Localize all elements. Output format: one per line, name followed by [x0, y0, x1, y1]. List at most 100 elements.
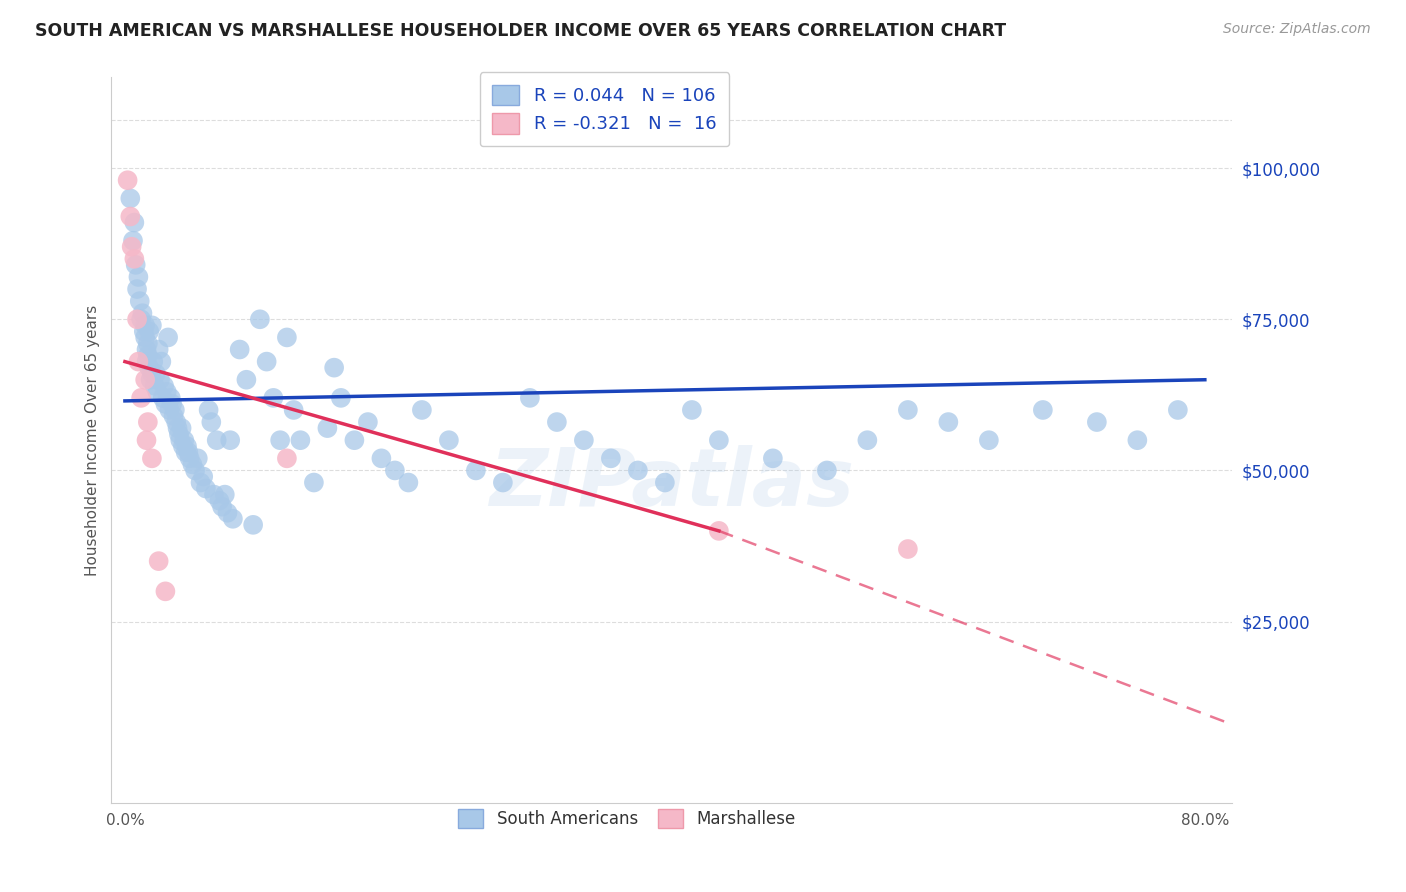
- Point: [181, 458, 204, 472]
- Point: [856, 433, 879, 447]
- Point: [128, 294, 150, 309]
- Point: [139, 373, 162, 387]
- Point: [136, 336, 159, 351]
- Point: [136, 349, 159, 363]
- Point: [190, 475, 212, 490]
- Point: [762, 451, 785, 466]
- Point: [1126, 433, 1149, 447]
- Point: [156, 384, 179, 399]
- Point: [572, 433, 595, 447]
- Point: [152, 391, 174, 405]
- Point: [202, 487, 225, 501]
- Point: [546, 415, 568, 429]
- Point: [159, 391, 181, 405]
- Point: [316, 421, 339, 435]
- Point: [269, 433, 291, 447]
- Point: [343, 433, 366, 447]
- Point: [411, 403, 433, 417]
- Point: [464, 463, 486, 477]
- Point: [276, 451, 298, 466]
- Point: [211, 500, 233, 514]
- Point: [217, 506, 239, 520]
- Point: [219, 433, 242, 447]
- Point: [122, 234, 145, 248]
- Point: [127, 354, 149, 368]
- Point: [283, 403, 305, 417]
- Point: [977, 433, 1000, 447]
- Point: [135, 433, 157, 447]
- Point: [897, 403, 920, 417]
- Point: [396, 475, 419, 490]
- Point: [302, 475, 325, 490]
- Point: [149, 373, 172, 387]
- Point: [519, 391, 541, 405]
- Point: [815, 463, 838, 477]
- Point: [256, 354, 278, 368]
- Point: [160, 397, 183, 411]
- Point: [184, 463, 207, 477]
- Point: [707, 524, 730, 538]
- Text: SOUTH AMERICAN VS MARSHALLESE HOUSEHOLDER INCOME OVER 65 YEARS CORRELATION CHART: SOUTH AMERICAN VS MARSHALLESE HOUSEHOLDE…: [35, 22, 1007, 40]
- Point: [384, 463, 406, 477]
- Point: [127, 269, 149, 284]
- Point: [707, 433, 730, 447]
- Point: [329, 391, 352, 405]
- Point: [120, 210, 142, 224]
- Point: [172, 439, 194, 453]
- Point: [162, 409, 184, 423]
- Point: [170, 421, 193, 435]
- Point: [129, 391, 152, 405]
- Point: [165, 415, 187, 429]
- Point: [155, 584, 177, 599]
- Point: [124, 215, 146, 229]
- Point: [124, 252, 146, 266]
- Point: [134, 330, 156, 344]
- Point: [197, 403, 219, 417]
- Point: [290, 433, 312, 447]
- Point: [134, 318, 156, 333]
- Point: [142, 354, 165, 368]
- Point: [276, 330, 298, 344]
- Point: [437, 433, 460, 447]
- Y-axis label: Householder Income Over 65 years: Householder Income Over 65 years: [86, 304, 100, 576]
- Point: [121, 240, 143, 254]
- Point: [222, 512, 245, 526]
- Point: [173, 433, 195, 447]
- Point: [193, 469, 215, 483]
- Point: [627, 463, 650, 477]
- Point: [681, 403, 703, 417]
- Point: [179, 451, 201, 466]
- Point: [120, 191, 142, 205]
- Point: [599, 451, 621, 466]
- Point: [163, 403, 186, 417]
- Point: [117, 173, 139, 187]
- Point: [174, 445, 197, 459]
- Point: [143, 378, 166, 392]
- Point: [654, 475, 676, 490]
- Point: [1032, 403, 1054, 417]
- Point: [200, 415, 222, 429]
- Point: [166, 421, 188, 435]
- Point: [262, 391, 284, 405]
- Point: [208, 493, 231, 508]
- Point: [176, 439, 198, 453]
- Point: [177, 445, 200, 459]
- Point: [323, 360, 346, 375]
- Point: [135, 343, 157, 357]
- Point: [187, 451, 209, 466]
- Point: [155, 397, 177, 411]
- Point: [205, 433, 228, 447]
- Point: [1167, 403, 1189, 417]
- Point: [492, 475, 515, 490]
- Point: [169, 433, 191, 447]
- Point: [214, 487, 236, 501]
- Point: [150, 354, 173, 368]
- Point: [138, 360, 160, 375]
- Point: [249, 312, 271, 326]
- Point: [125, 312, 148, 326]
- Point: [153, 378, 176, 392]
- Point: [132, 324, 155, 338]
- Point: [138, 324, 160, 338]
- Point: [145, 367, 167, 381]
- Point: [141, 318, 163, 333]
